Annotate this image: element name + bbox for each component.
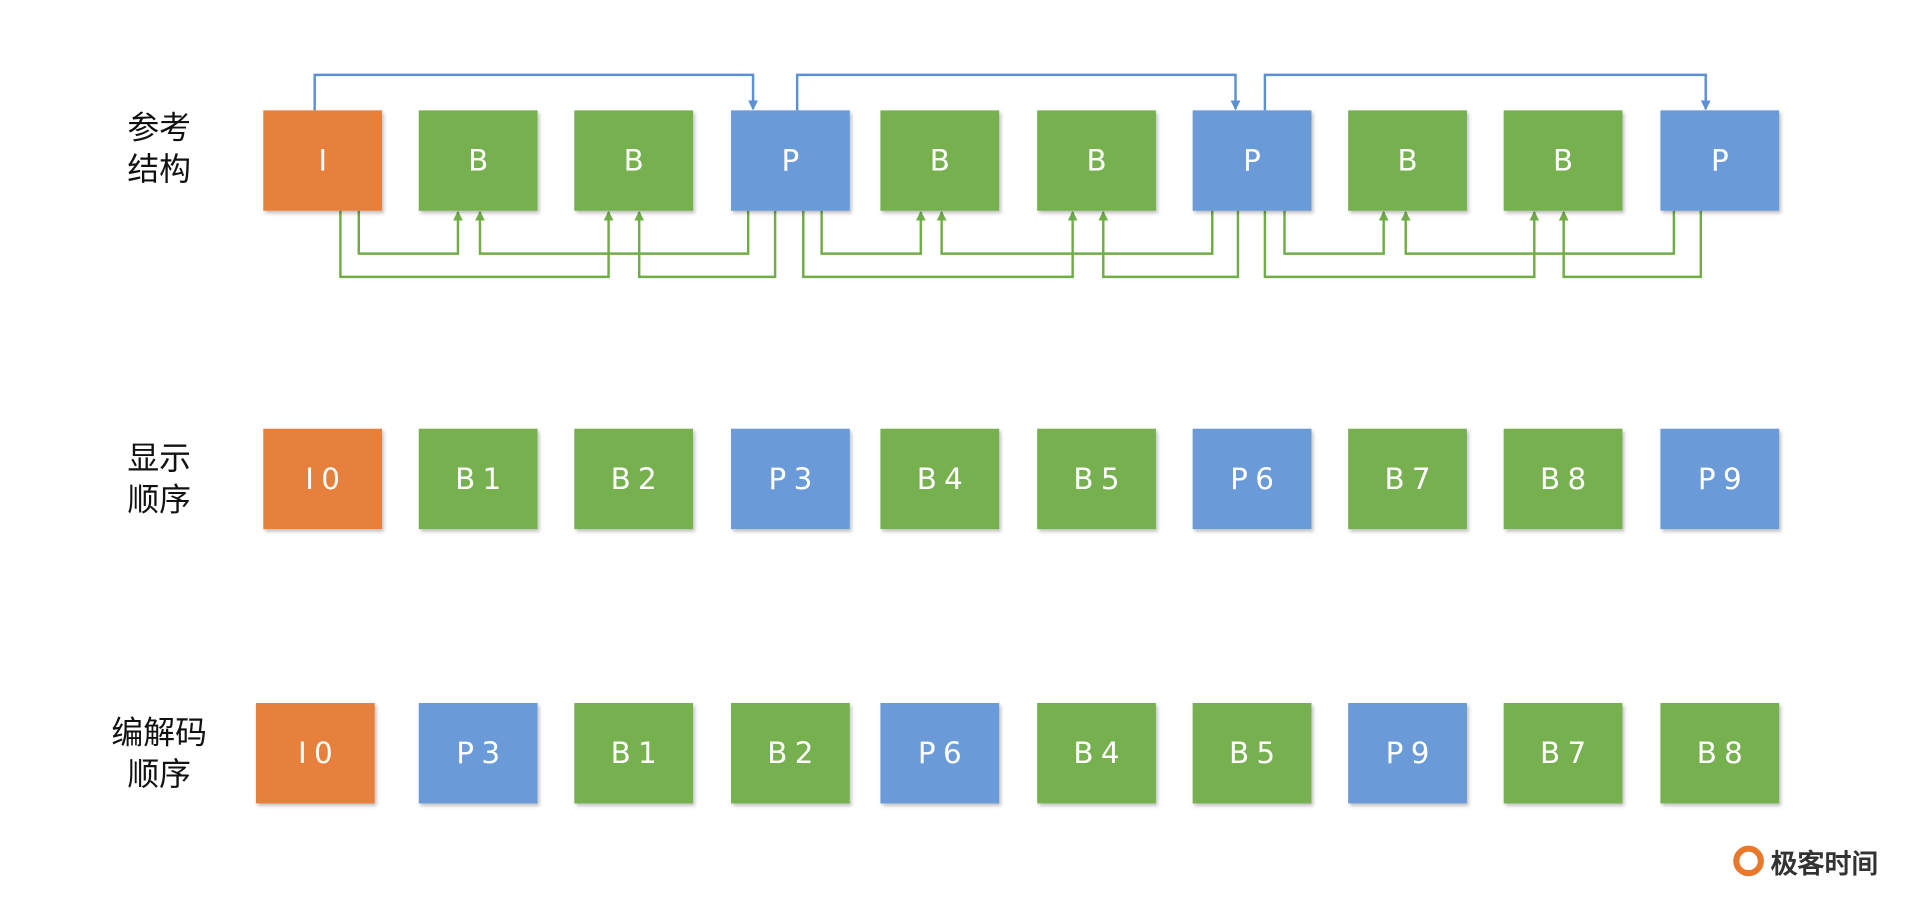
reference-arrow (1400, 210, 1676, 255)
reference-arrow (1558, 210, 1703, 279)
frame-box (731, 703, 850, 804)
frame-label: P (782, 144, 807, 178)
frame-label: P3 (769, 462, 820, 496)
frame-box (1348, 110, 1467, 211)
row-label: 顺序 (127, 481, 191, 519)
frame-box (731, 428, 850, 530)
frame-label: B7 (1540, 736, 1594, 770)
frame-label: B (930, 144, 958, 178)
logo: 极客时间 (1733, 845, 1879, 880)
frame-label: P9 (1698, 462, 1749, 496)
row-label: 参考 (127, 108, 191, 146)
frame-box (1348, 428, 1467, 530)
frame-label: B8 (1540, 462, 1594, 496)
frame-label: P (1243, 144, 1268, 178)
frame-box (1503, 110, 1623, 211)
reference-arrow (313, 73, 758, 111)
logo-text: 极客时间 (1771, 848, 1879, 880)
frame-box (255, 703, 375, 804)
frame-box (1503, 703, 1623, 804)
frame-box (418, 110, 538, 211)
logo-icon (1733, 845, 1764, 877)
frame-box (880, 110, 1000, 211)
frame-box (1348, 703, 1467, 804)
reference-arrow (1263, 73, 1711, 111)
row-label: 显示 (127, 439, 191, 477)
frame-box (1660, 703, 1780, 804)
frame-box (1192, 428, 1312, 530)
reference-arrow (1283, 210, 1389, 255)
frame-box (574, 110, 694, 211)
frame-box (574, 703, 694, 804)
frame-label: B4 (917, 462, 971, 496)
frame-box (1192, 703, 1312, 804)
frame-label: B1 (455, 462, 509, 496)
frame-label: P9 (1386, 736, 1437, 770)
frame-label: B (1553, 144, 1581, 178)
frame-label: B (624, 144, 651, 178)
frame-label: B4 (1073, 736, 1127, 770)
frame-label: I0 (305, 462, 347, 496)
frame-box (263, 110, 383, 211)
frame-label: B7 (1384, 462, 1438, 496)
row-label: 结构 (127, 150, 191, 188)
frame-box (1037, 110, 1156, 211)
frame-box (418, 703, 538, 804)
frame-box (1037, 428, 1156, 530)
frame-label: P6 (1230, 462, 1281, 496)
reference-arrow (820, 210, 926, 255)
row-label: 顺序 (127, 755, 191, 793)
row-label: 编解码 (111, 713, 207, 751)
frame-box (1660, 110, 1780, 211)
frame-label: B (1086, 144, 1114, 178)
frame-label: B2 (611, 462, 665, 496)
frame-box (880, 428, 1000, 530)
frame-label: I (318, 144, 334, 178)
frame-label: I0 (298, 736, 340, 770)
frame-box (731, 110, 850, 211)
frame-box (1660, 428, 1780, 530)
frame-label: B2 (767, 736, 821, 770)
reference-arrow (936, 210, 1214, 255)
frame-box (263, 428, 383, 530)
frame-box (418, 428, 538, 530)
frame-label: B (468, 144, 496, 178)
reference-arrow (634, 210, 777, 279)
reference-arrow (475, 210, 750, 255)
frame-box (1503, 428, 1623, 530)
frame-label: B1 (611, 736, 665, 770)
frame-box (880, 703, 1000, 804)
reference-arrow (1263, 210, 1540, 279)
frame-box (1192, 110, 1312, 211)
frame-label: B8 (1697, 736, 1751, 770)
frame-label: P3 (456, 736, 507, 770)
reference-arrow (357, 210, 463, 255)
frame-label: P6 (918, 736, 969, 770)
reference-arrow (339, 210, 614, 279)
frame-label: P (1711, 144, 1736, 178)
frame-label: B (1397, 144, 1425, 178)
reference-arrow (1098, 210, 1240, 279)
reference-arrow (795, 73, 1241, 111)
frame-label: B5 (1229, 736, 1283, 770)
frame-box (1037, 703, 1156, 804)
reference-arrow (802, 210, 1078, 279)
frame-label: B5 (1073, 462, 1127, 496)
frame-box (574, 428, 694, 530)
